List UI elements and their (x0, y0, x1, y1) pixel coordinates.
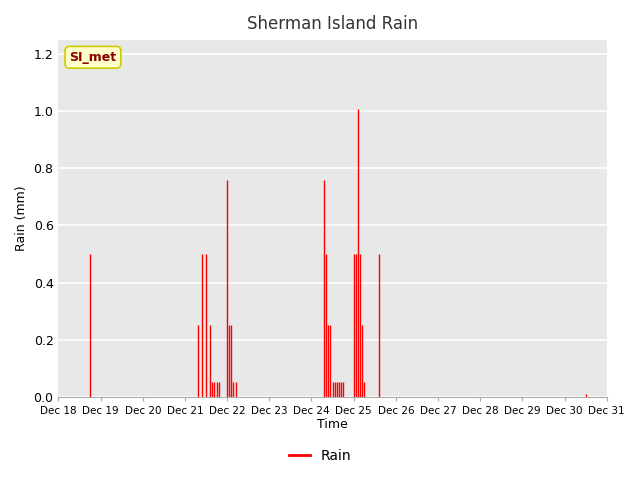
Title: Sherman Island Rain: Sherman Island Rain (247, 15, 418, 33)
Legend: Rain: Rain (283, 443, 357, 468)
Text: SI_met: SI_met (69, 51, 116, 64)
X-axis label: Time: Time (317, 419, 348, 432)
Y-axis label: Rain (mm): Rain (mm) (15, 186, 28, 251)
